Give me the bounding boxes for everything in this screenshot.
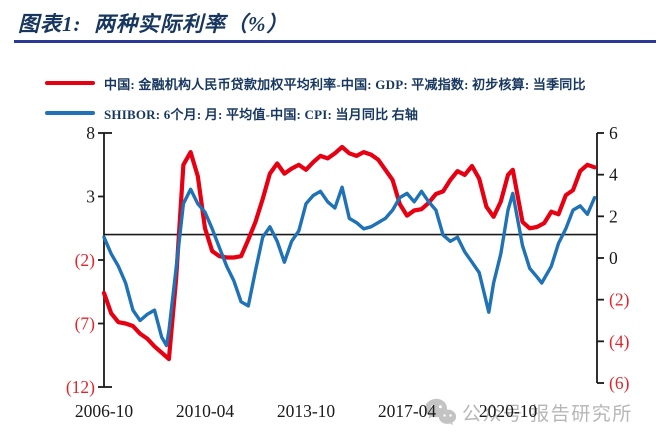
- right-tick-label: (6): [609, 373, 630, 393]
- right-tick-label: 6: [609, 123, 618, 143]
- red-series-line: [101, 144, 597, 362]
- watermark-text: 公众号 报告研究所: [462, 403, 633, 425]
- wechat-icon: [425, 398, 456, 426]
- legend-item-red: 中国: 金融机构人民币贷款加权平均利率-中国: GDP: 平减指数: 初步核算:…: [45, 68, 586, 98]
- watermark: 公众号 报告研究所: [424, 398, 633, 426]
- right-tick-label: 0: [609, 248, 618, 268]
- legend-item-blue: SHIBOR: 6个月: 月: 平均值-中国: CPI: 当月同比 右轴: [45, 98, 586, 128]
- left-tick-label: (2): [75, 250, 96, 270]
- right-tick-label: 2: [609, 206, 618, 226]
- right-tick-label: (2): [609, 290, 630, 310]
- left-tick-label: (12): [66, 377, 95, 397]
- x-tick-label: 2010-04: [176, 401, 235, 421]
- red-line-swatch: [45, 81, 95, 85]
- x-tick-label: 2006-10: [75, 401, 134, 421]
- right-tick-label: (4): [609, 331, 630, 351]
- right-tick-label: 4: [609, 165, 618, 185]
- page-title: 图表1: 两种实际利率（%）: [18, 12, 289, 36]
- blue-series-line: [102, 185, 597, 348]
- left-tick-label: 3: [86, 187, 95, 207]
- x-tick-label: 2013-10: [277, 401, 336, 421]
- left-tick-label: (7): [75, 314, 96, 334]
- legend-label-blue: SHIBOR: 6个月: 月: 平均值-中国: CPI: 当月同比 右轴: [104, 106, 419, 122]
- blue-line-swatch: [45, 111, 95, 115]
- legend: 中国: 金融机构人民币贷款加权平均利率-中国: GDP: 平减指数: 初步核算:…: [45, 68, 586, 128]
- title-underline: [14, 40, 656, 43]
- legend-label-red: 中国: 金融机构人民币贷款加权平均利率-中国: GDP: 平减指数: 初步核算:…: [104, 76, 586, 92]
